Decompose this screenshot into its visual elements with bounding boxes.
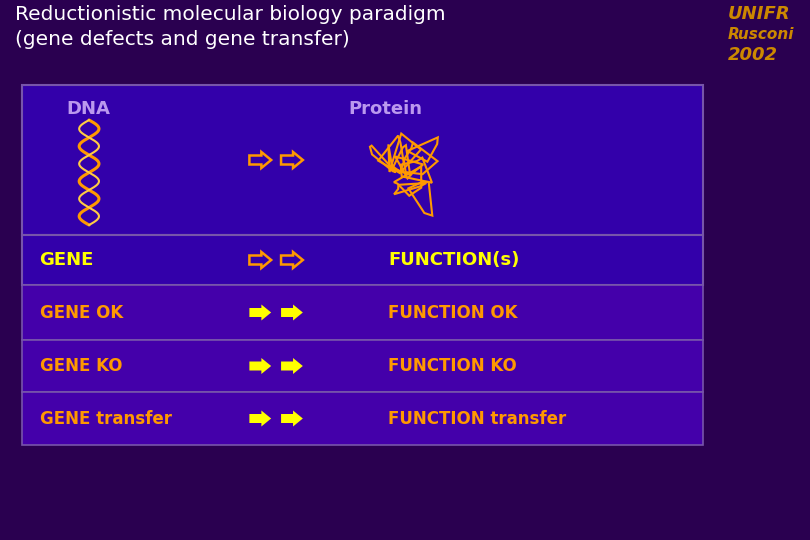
Polygon shape [249, 358, 271, 374]
Text: Reductionistic molecular biology paradigm: Reductionistic molecular biology paradig… [15, 5, 446, 24]
Text: DNA: DNA [66, 100, 110, 118]
FancyBboxPatch shape [22, 235, 702, 285]
Polygon shape [249, 410, 271, 427]
FancyBboxPatch shape [22, 285, 702, 340]
FancyBboxPatch shape [22, 392, 702, 445]
Text: Rusconi: Rusconi [727, 27, 794, 42]
Text: (gene defects and gene transfer): (gene defects and gene transfer) [15, 30, 350, 49]
Text: 2002: 2002 [727, 46, 778, 64]
Text: GENE OK: GENE OK [40, 303, 123, 321]
Text: UNIFR: UNIFR [727, 5, 790, 23]
Text: GENE: GENE [40, 251, 94, 269]
Polygon shape [281, 358, 303, 374]
Text: FUNCTION(s): FUNCTION(s) [388, 251, 519, 269]
FancyBboxPatch shape [22, 85, 702, 235]
Polygon shape [249, 305, 271, 321]
Text: FUNCTION KO: FUNCTION KO [388, 357, 517, 375]
Polygon shape [281, 305, 303, 321]
Text: FUNCTION transfer: FUNCTION transfer [388, 409, 566, 428]
Text: Protein: Protein [348, 100, 422, 118]
Text: FUNCTION OK: FUNCTION OK [388, 303, 518, 321]
FancyBboxPatch shape [22, 340, 702, 392]
Text: GENE transfer: GENE transfer [40, 409, 172, 428]
Polygon shape [281, 410, 303, 427]
Text: GENE KO: GENE KO [40, 357, 122, 375]
